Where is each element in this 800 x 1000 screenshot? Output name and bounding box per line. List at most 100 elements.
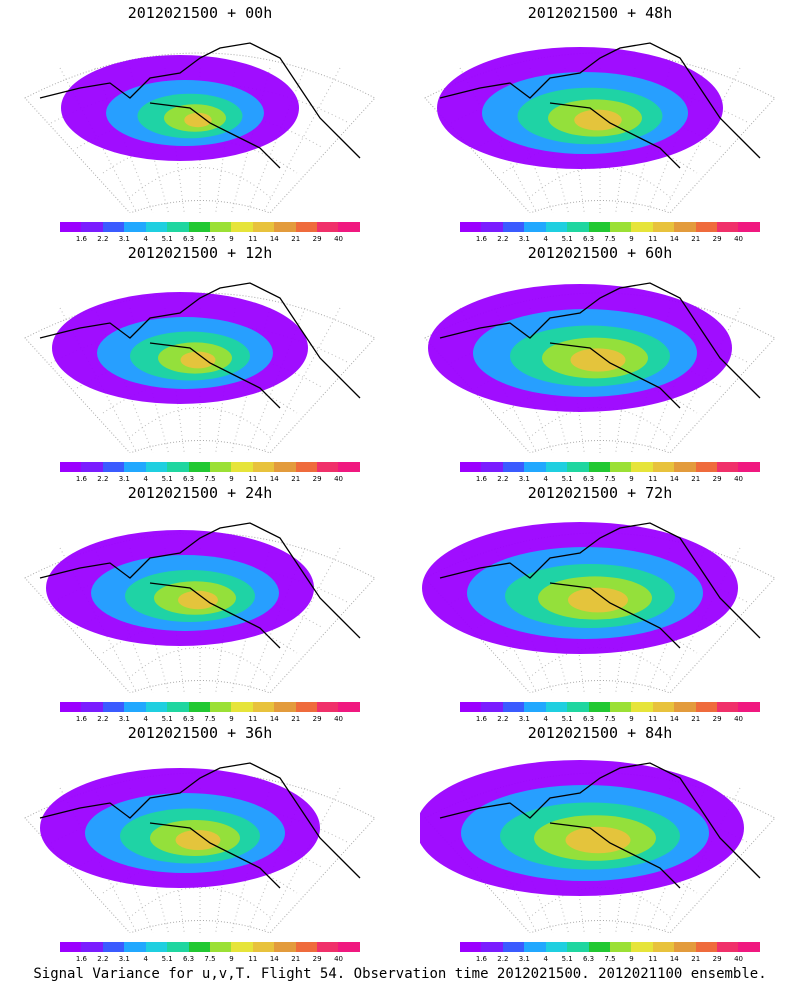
latitude-line bbox=[76, 111, 324, 149]
coastline bbox=[149, 102, 281, 169]
colorbar-ticks: 1.6 2.2 3.1 4 5.1 6.3 7.5 9 11 14 21 29 40 bbox=[45, 715, 345, 725]
colorbar-swatch bbox=[481, 222, 503, 232]
colorbar-swatch bbox=[317, 222, 339, 232]
colorbar-swatch bbox=[631, 222, 653, 232]
colorbar-tick-label: 29 bbox=[712, 235, 722, 243]
colorbar-swatch bbox=[102, 702, 125, 712]
colorbar-tick-label: 29 bbox=[312, 715, 322, 723]
variance-contour bbox=[175, 830, 221, 850]
colorbar-ticks: 1.6 2.2 3.1 4 5.1 6.3 7.5 9 11 14 21 29 40 bbox=[45, 235, 345, 245]
colorbar-tick-label: 5.1 bbox=[561, 235, 573, 243]
variance-map bbox=[24, 762, 376, 933]
colorbar-tick-label: 3.1 bbox=[518, 235, 530, 243]
colorbar-tick-label: 14 bbox=[269, 235, 279, 243]
colorbar-swatch bbox=[274, 222, 296, 232]
colorbar-tick-label: 29 bbox=[712, 715, 722, 723]
latitude-line bbox=[528, 407, 672, 439]
colorbar-tick-label: 11 bbox=[248, 955, 258, 963]
colorbar-swatch bbox=[524, 222, 546, 232]
colorbar bbox=[60, 222, 360, 232]
colorbar-tick-label: 4 bbox=[543, 715, 548, 723]
colorbar-tick-label: 2.2 bbox=[497, 475, 509, 483]
colorbar-swatch bbox=[717, 462, 739, 472]
colorbar-tick-label: 3.1 bbox=[518, 955, 530, 963]
colorbar-tick-label: 14 bbox=[669, 955, 679, 963]
colorbar-swatch bbox=[145, 702, 168, 712]
colorbar-tick-label: 11 bbox=[648, 715, 658, 723]
colorbar-swatch bbox=[252, 462, 275, 472]
colorbar-ticks: 1.6 2.2 3.1 4 5.1 6.3 7.5 9 11 14 21 29 40 bbox=[445, 715, 745, 725]
colorbar-tick-label: 5.1 bbox=[161, 955, 173, 963]
colorbar-tick-label: 7.5 bbox=[204, 235, 216, 243]
longitude-line bbox=[262, 787, 341, 933]
colorbar-swatch bbox=[124, 222, 146, 232]
variance-contour bbox=[574, 109, 622, 131]
colorbar-swatch bbox=[631, 942, 653, 952]
colorbar-tick-label: 1.6 bbox=[75, 955, 87, 963]
colorbar-tick-label: 5.1 bbox=[561, 955, 573, 963]
colorbar-swatch bbox=[167, 222, 189, 232]
colorbar-swatch bbox=[81, 222, 103, 232]
colorbar bbox=[60, 942, 360, 952]
colorbar-swatch bbox=[317, 942, 339, 952]
variance-map bbox=[24, 522, 376, 693]
colorbar-tick-label: 5.1 bbox=[161, 475, 173, 483]
colorbar-tick-label: 4 bbox=[143, 475, 148, 483]
colorbar-swatch bbox=[167, 702, 189, 712]
coastline bbox=[149, 822, 281, 889]
colorbar-tick-label: 6.3 bbox=[582, 475, 595, 483]
colorbar-swatch bbox=[188, 942, 210, 952]
coastline bbox=[549, 822, 681, 889]
colorbar-swatch bbox=[209, 462, 232, 472]
colorbar-swatch bbox=[588, 702, 610, 712]
colorbar-tick-label: 4 bbox=[143, 955, 148, 963]
colorbar-swatch bbox=[524, 942, 546, 952]
colorbar-swatch bbox=[231, 462, 253, 472]
colorbar-swatch bbox=[588, 222, 610, 232]
colorbar bbox=[460, 462, 760, 472]
coastline bbox=[39, 282, 361, 399]
colorbar-tick-label: 11 bbox=[648, 235, 658, 243]
colorbar-swatch bbox=[609, 702, 632, 712]
colorbar-tick-label: 9 bbox=[629, 955, 634, 963]
colorbar-swatch bbox=[60, 702, 82, 712]
panel-title: 2012021500 + 24h bbox=[127, 484, 273, 502]
colorbar-tick-label: 11 bbox=[648, 475, 658, 483]
colorbar-ticks: 1.6 2.2 3.1 4 5.1 6.3 7.5 9 11 14 21 29 40 bbox=[445, 955, 745, 965]
colorbar-swatch bbox=[188, 222, 210, 232]
colorbar-tick-label: 1.6 bbox=[75, 235, 87, 243]
colorbar-swatch bbox=[460, 702, 482, 712]
colorbar-tick-label: 6.3 bbox=[582, 235, 595, 243]
colorbar-swatch bbox=[460, 462, 482, 472]
coastline bbox=[149, 582, 281, 649]
colorbar-swatch bbox=[317, 702, 339, 712]
longitude-line bbox=[262, 67, 341, 213]
map-panel: 2012021500 + 12h 1.6 2.2 3.1 4 5.1 6.3 7.5 9 11 14… bbox=[0, 240, 400, 485]
colorbar-swatch bbox=[695, 942, 718, 952]
variance-map bbox=[422, 522, 776, 693]
colorbar-tick-label: 21 bbox=[691, 715, 701, 723]
colorbar-tick-label: 6.3 bbox=[182, 235, 195, 243]
latitude-line bbox=[528, 167, 672, 199]
colorbar-swatch bbox=[145, 942, 168, 952]
colorbar-swatch bbox=[674, 462, 696, 472]
colorbar-swatch bbox=[338, 462, 360, 472]
colorbar-swatch bbox=[631, 702, 653, 712]
colorbar-swatch bbox=[674, 222, 696, 232]
variance-map bbox=[424, 282, 776, 453]
colorbar-tick-label: 40 bbox=[734, 235, 744, 243]
colorbar-tick-label: 7.5 bbox=[204, 475, 216, 483]
colorbar-swatch bbox=[609, 222, 632, 232]
map-panel: 2012021500 + 48h 1.6 2.2 3.1 4 5.1 6.3 7.5 9 11 14… bbox=[400, 0, 800, 245]
colorbar-swatch bbox=[717, 222, 739, 232]
panel-title: 2012021500 + 84h bbox=[527, 724, 673, 742]
colorbar-swatch bbox=[652, 462, 675, 472]
panel-title: 2012021500 + 60h bbox=[527, 244, 673, 262]
colorbar-tick-label: 3.1 bbox=[518, 715, 530, 723]
colorbar-swatch bbox=[695, 222, 718, 232]
colorbar-tick-label: 7.5 bbox=[604, 475, 616, 483]
colorbar-swatch bbox=[60, 942, 82, 952]
colorbar-swatch bbox=[145, 222, 168, 232]
colorbar-tick-label: 21 bbox=[691, 955, 701, 963]
colorbar-tick-label: 4 bbox=[143, 235, 148, 243]
